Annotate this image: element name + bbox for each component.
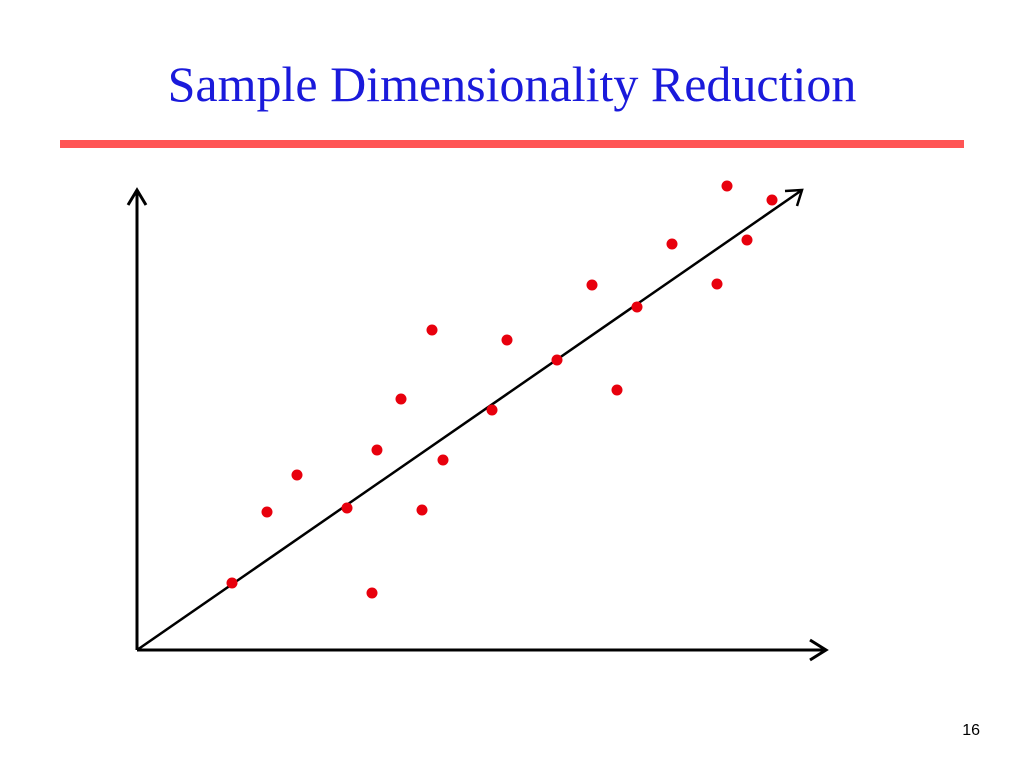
data-point [437,454,449,466]
data-point [721,180,733,192]
page-number: 16 [962,722,980,739]
data-point [226,577,238,589]
data-points [226,180,778,599]
slide-title: Sample Dimensionality Reduction [167,56,857,112]
data-point [371,444,383,456]
data-point [366,587,378,599]
data-point [416,504,428,516]
data-point [291,469,303,481]
data-point [766,194,778,206]
data-point [611,384,623,396]
title-underline-rule [60,140,964,148]
data-point [551,354,563,366]
data-point [395,393,407,405]
principal-direction-arrowhead-icon [784,188,804,207]
data-point [741,234,753,246]
principal-direction-line [136,188,803,652]
data-point [486,404,498,416]
data-point [666,238,678,250]
data-point [426,324,438,336]
data-point [631,301,643,313]
data-point [501,334,513,346]
data-point [711,278,723,290]
x-axis-arrowhead-icon [809,638,829,662]
data-point [586,279,598,291]
data-point [261,506,273,518]
y-axis-arrowhead-icon [126,187,148,206]
data-point [341,502,353,514]
